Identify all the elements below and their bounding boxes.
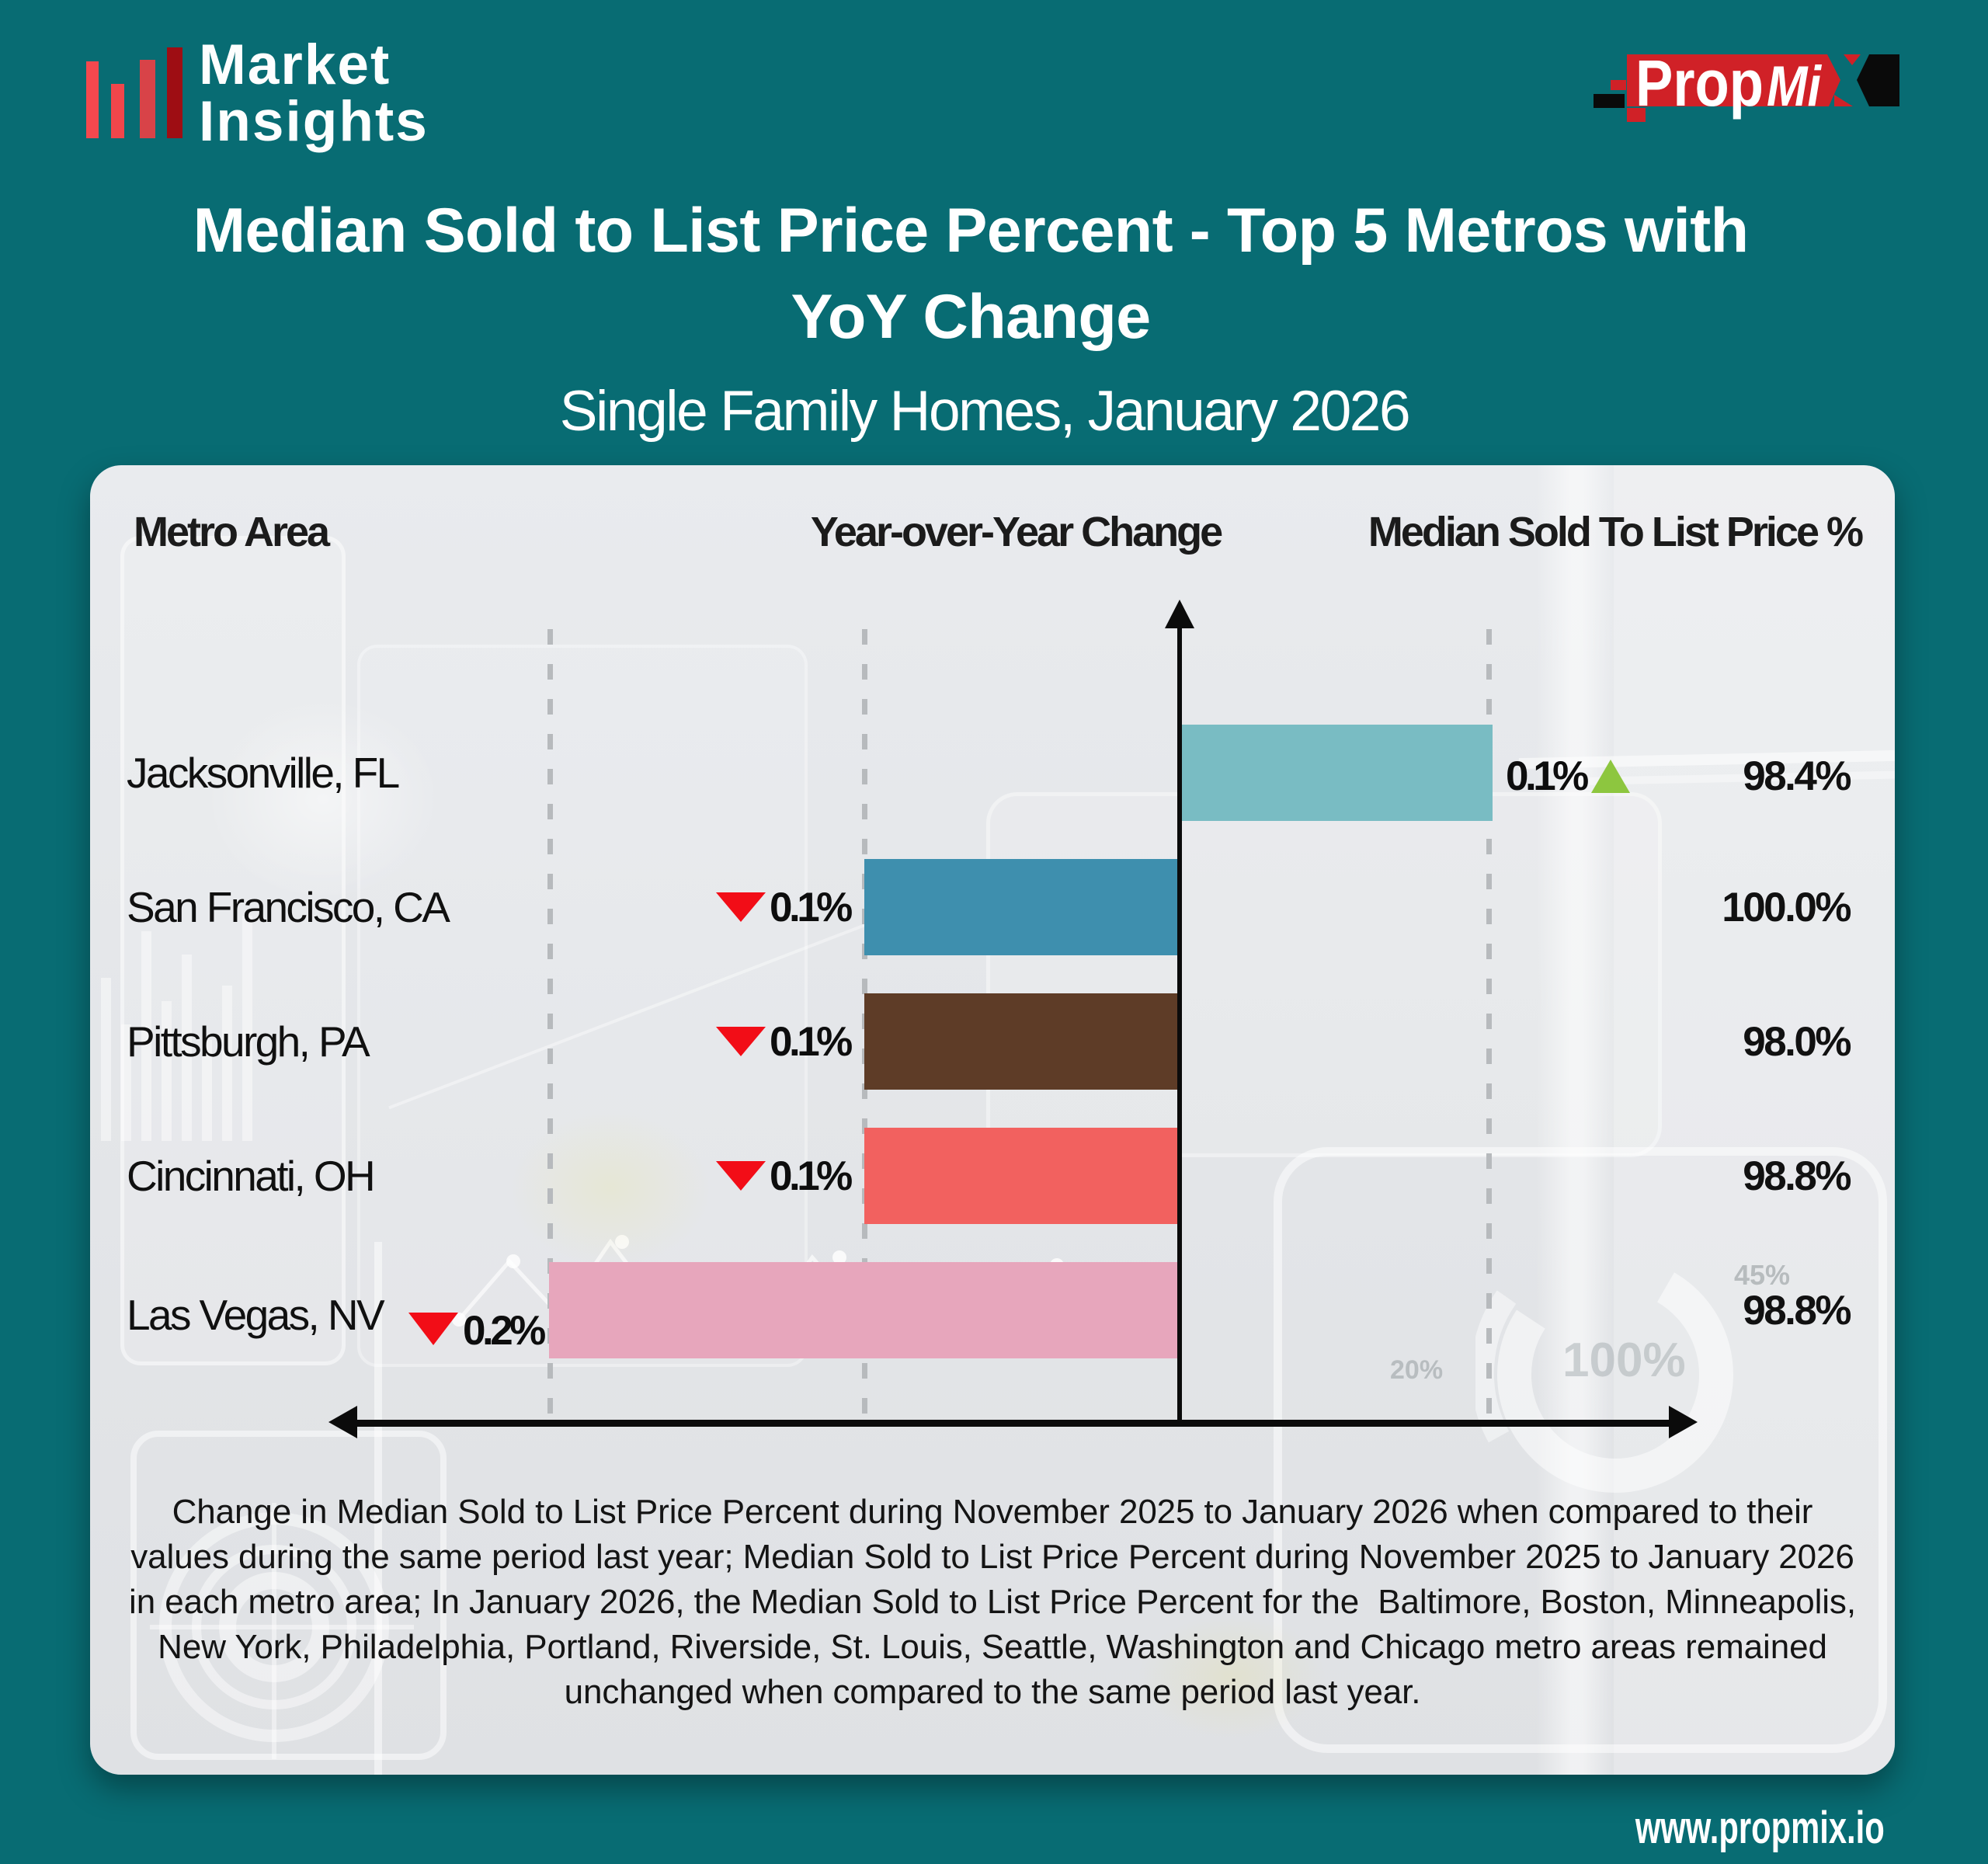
svg-text:Prop: Prop xyxy=(1635,47,1764,120)
svg-text:Mi: Mi xyxy=(1767,55,1822,118)
svg-text:100%: 100% xyxy=(1562,1334,1686,1387)
